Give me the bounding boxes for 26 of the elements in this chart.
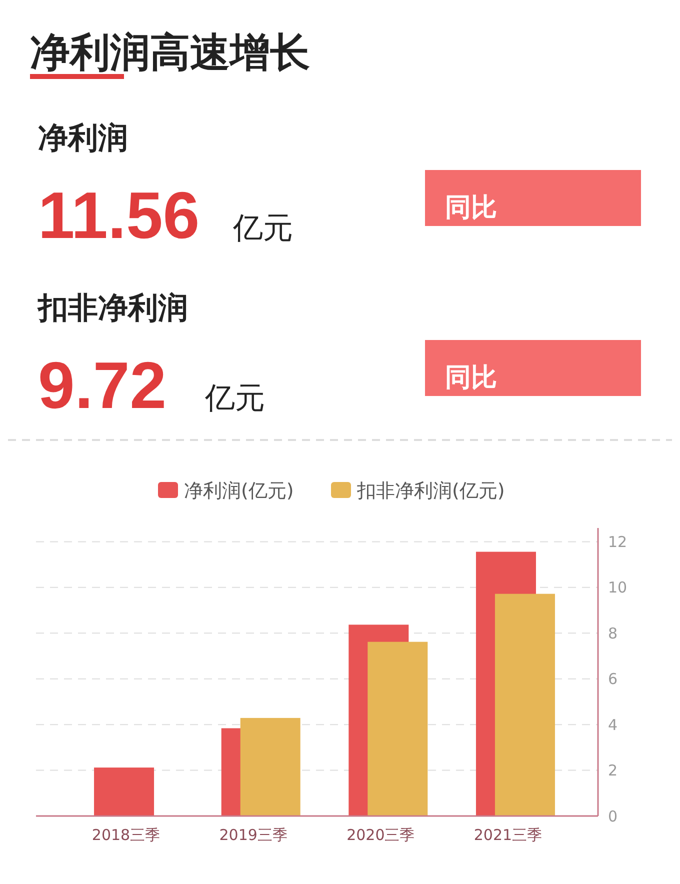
y-tick-label: 10 (608, 578, 628, 597)
y-tick-label: 8 (608, 624, 618, 642)
text: 亿元 (204, 381, 265, 416)
bar (94, 768, 154, 816)
legend-label: 扣非净利润(亿元) (356, 480, 505, 502)
bar (494, 594, 555, 816)
bar (240, 718, 300, 816)
text: 11.56 (38, 178, 200, 252)
y-tick-label: 6 (608, 670, 618, 688)
y-tick-label: 12 (608, 532, 628, 551)
text: 同比 (445, 363, 497, 393)
x-tick-label: 2018三季 (92, 826, 160, 844)
x-tick-label: 2021三季 (474, 826, 542, 844)
y-tick-label: 2 (608, 762, 618, 780)
text: 同比 (445, 193, 497, 223)
text: 净利润 (38, 121, 128, 156)
legend-label: 净利润(亿元) (184, 480, 294, 502)
text: 扣非净利润 (36, 291, 188, 326)
y-tick-label: 0 (608, 807, 618, 826)
bar (368, 642, 428, 816)
x-tick-label: 2019三季 (219, 826, 288, 844)
y-tick-label: 4 (608, 716, 618, 734)
chart-title: 净利润高速增长 (30, 30, 310, 76)
text: 9.72 (38, 348, 166, 422)
text: 亿元 (232, 211, 293, 246)
x-tick-label: 2020三季 (346, 826, 415, 844)
